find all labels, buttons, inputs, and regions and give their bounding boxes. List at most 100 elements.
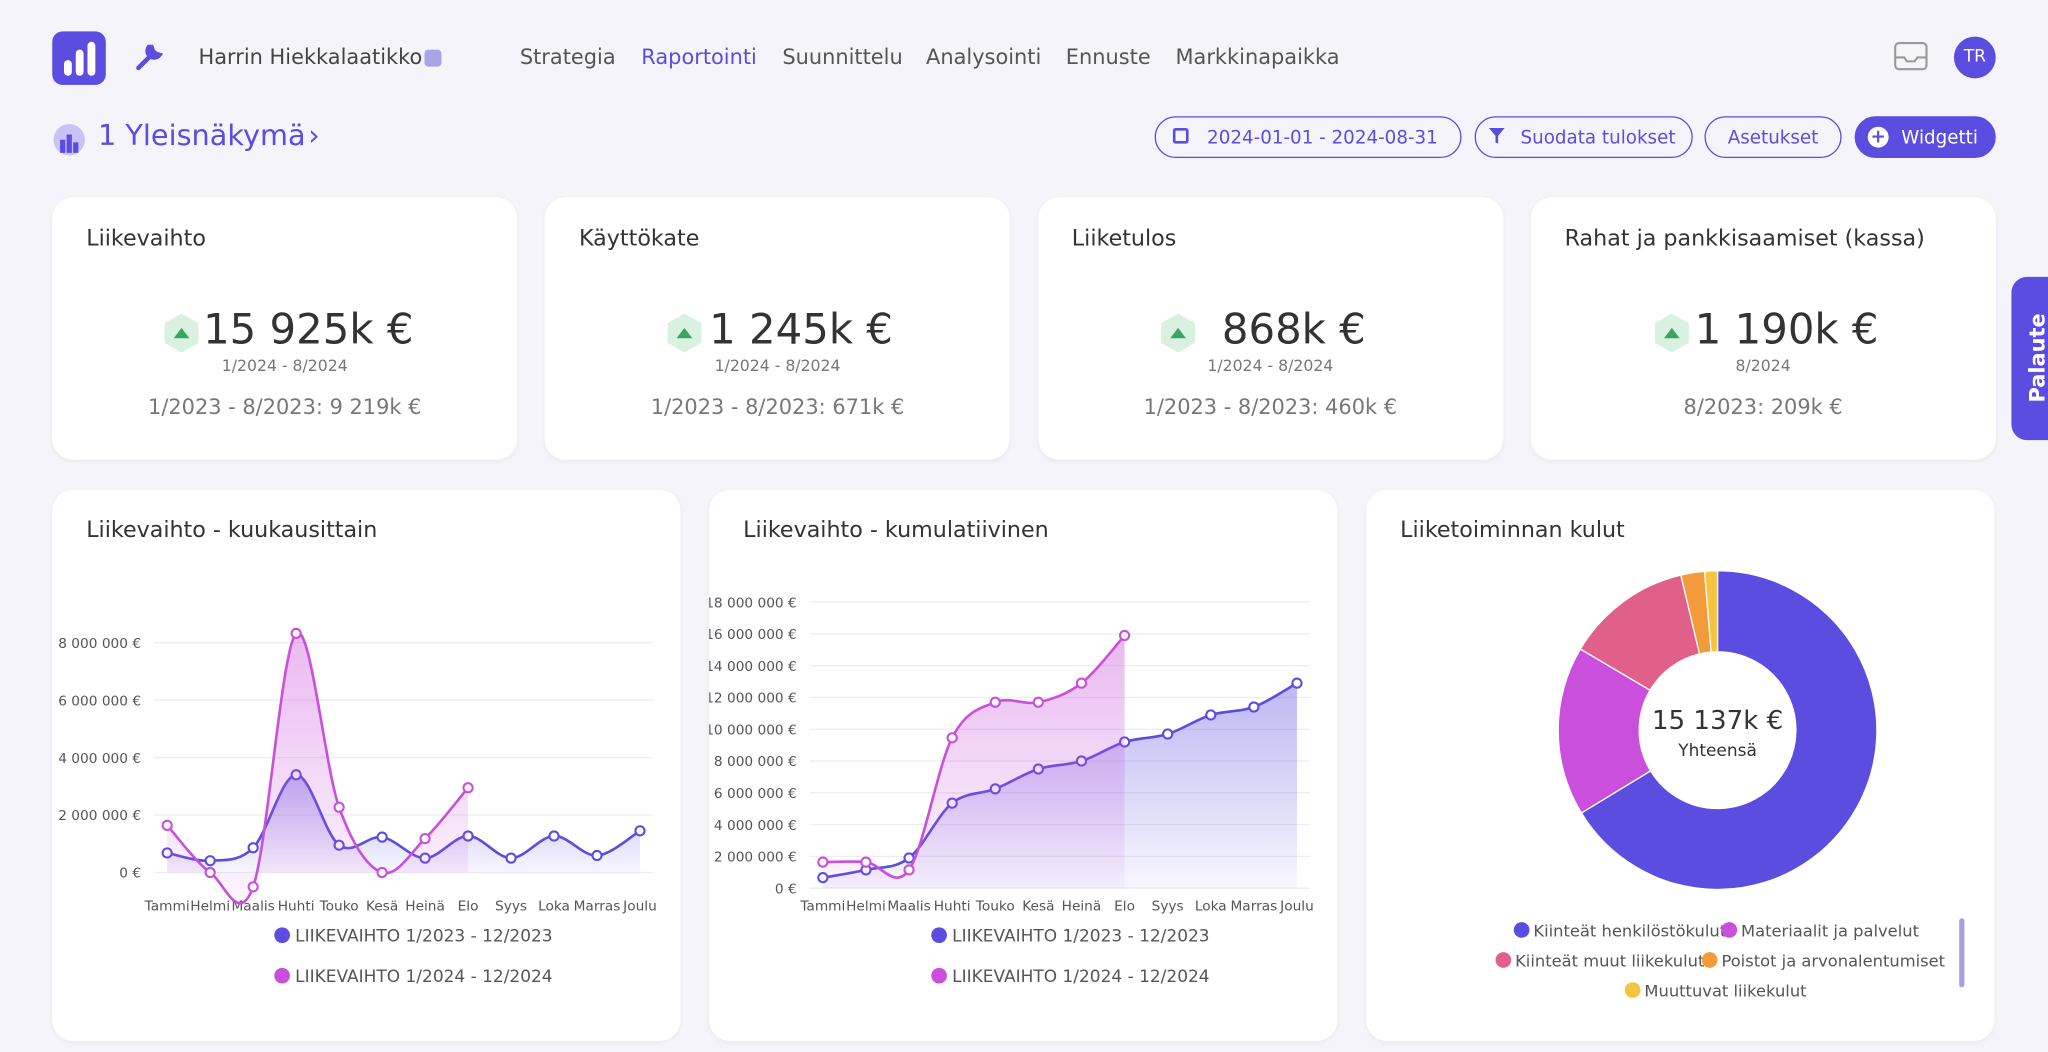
legend-scrollbar — [1959, 918, 1965, 988]
kpi-value: 1 245k € — [709, 304, 893, 354]
arrow — [1169, 327, 1186, 339]
y-tick-label: 14 000 000 € — [709, 659, 797, 675]
point — [1205, 709, 1217, 721]
legend-swatch — [274, 967, 290, 984]
legend-swatch — [931, 927, 947, 944]
nav-item[interactable]: Suunnittelu — [782, 44, 903, 70]
chart-card: Liikevaihto - kuukausittain 0 € 2 000 000 … — [52, 489, 681, 1041]
point — [161, 819, 173, 831]
point — [989, 696, 1001, 708]
legend-label: LIIKEVAIHTO 1/2023 - 12/2023 — [952, 927, 1209, 947]
chart: Liikevaihto - kuukausittain 0 € 2 000 000 … — [58, 517, 657, 987]
kpi-card: Liikevaihto 15 925k € 1/2024 - 8/2024 1/202… — [52, 197, 518, 460]
chart: Liiketoiminnan kulut 15 137k € Yhteensä Kii… — [1400, 517, 1965, 1001]
point — [462, 782, 474, 794]
trend-up-icon — [164, 313, 199, 353]
x-tick-label: Huhti — [934, 898, 971, 914]
legend-swatch — [1701, 952, 1718, 968]
x-tick-label: Elo — [1114, 898, 1135, 914]
y-tick-label: 8 000 000 € — [714, 754, 797, 770]
chart-title: Liikevaihto - kuukausittain — [86, 517, 377, 543]
point — [247, 881, 259, 893]
x-tick-label: Heinä — [405, 898, 445, 914]
nav-item[interactable]: Markkinapaikka — [1175, 44, 1340, 70]
kpi-title: Liikevaihto — [86, 225, 206, 253]
point — [376, 866, 388, 879]
kpi-card: Liiketulos 868k € 1/2024 - 8/2024 1/2023 - … — [1037, 197, 1503, 460]
x-tick-label: Loka — [1195, 898, 1227, 914]
nav-item[interactable]: Ennuste — [1065, 44, 1151, 70]
y-tick-label: 12 000 000 € — [709, 691, 797, 707]
kpi-comparison: 8/2023: 209k € — [1683, 394, 1843, 420]
legend-label: LIIKEVAIHTO 1/2024 - 12/2024 — [952, 967, 1209, 987]
kpi-value: 868k € — [1221, 304, 1366, 354]
x-tick-label: Marras — [574, 898, 621, 914]
legend-label: Kiinteät henkilöstökulut — [1533, 921, 1726, 940]
point — [946, 732, 958, 744]
kpi-value: 1 190k € — [1694, 304, 1879, 354]
org-dropdown[interactable] — [424, 49, 442, 67]
kpi-comparison: 1/2023 - 8/2023: 9 219k € — [148, 394, 422, 420]
x-tick-label: Elo — [458, 898, 479, 914]
page-title[interactable]: 1 Yleisnäkymä — [97, 120, 306, 153]
point — [204, 855, 216, 867]
nav-item[interactable]: Analysointi — [926, 44, 1042, 70]
center-label: Yhteensä — [1677, 741, 1757, 761]
avatar[interactable]: TR — [1953, 36, 1996, 79]
nav-item[interactable]: Raportointi — [641, 44, 757, 70]
chart-card: Liiketoiminnan kulut 15 137k € Yhteensä Kii… — [1366, 489, 1995, 1041]
point — [333, 801, 345, 813]
trend-up-icon — [1160, 313, 1195, 353]
tools-icon[interactable] — [133, 42, 164, 73]
kpi-title: Liiketulos — [1071, 225, 1177, 253]
chart: Liikevaihto - kumulatiivinen 0 € 2 000 000… — [705, 517, 1314, 987]
filter-button[interactable]: Suodata tulokset — [1474, 116, 1693, 159]
kpi-card: Rahat ja pankkisaamiset (kassa) 1 190k € 8… — [1530, 197, 1996, 460]
legend-label: LIIKEVAIHTO 1/2023 - 12/2023 — [295, 927, 552, 947]
kpi-period: 1/2024 - 8/2024 — [1207, 356, 1334, 375]
kpi-value: 15 925k € — [203, 304, 414, 354]
legend-swatch — [1513, 922, 1530, 938]
trend-up-icon — [667, 313, 702, 353]
point — [1118, 629, 1131, 642]
point — [903, 864, 915, 876]
x-tick-label: Touko — [975, 898, 1015, 914]
arrow — [173, 327, 190, 339]
date-range-button[interactable]: 2024-01-01 - 2024-08-31 — [1154, 116, 1462, 159]
kpi-period: 8/2024 — [1735, 356, 1791, 375]
x-tick-label: Joulu — [1279, 898, 1314, 914]
kpi-period: 1/2024 - 8/2024 — [714, 356, 841, 375]
point — [1075, 677, 1088, 689]
x-tick-label: Heinä — [1062, 898, 1102, 914]
kpi-comparison: 1/2023 - 8/2023: 460k € — [1143, 394, 1398, 420]
x-tick-label: Helmi — [190, 898, 230, 914]
inbox-icon[interactable] — [1894, 42, 1928, 71]
org-name[interactable]: Harrin Hiekkalaatikko — [198, 44, 423, 70]
settings-button[interactable]: Asetukset — [1704, 116, 1842, 159]
chart-title: Liikevaihto - kumulatiivinen — [743, 517, 1049, 543]
point — [1248, 701, 1260, 713]
y-tick-label: 6 000 000 € — [714, 786, 797, 802]
kpi-title: Käyttökate — [578, 225, 700, 253]
point — [1032, 696, 1044, 708]
chevron: › — [308, 120, 320, 153]
y-tick-label: 10 000 000 € — [709, 722, 797, 738]
y-tick-label: 6 000 000 € — [58, 693, 141, 709]
point — [247, 842, 259, 854]
y-tick-label: 0 € — [119, 866, 141, 882]
feedback-tab[interactable]: Palaute — [2011, 276, 2048, 441]
y-tick-label: 2 000 000 € — [58, 808, 141, 824]
logo[interactable] — [52, 31, 106, 85]
point — [419, 832, 431, 845]
point — [591, 849, 603, 862]
legend-label: Muuttuvat liikekulut — [1644, 982, 1806, 1001]
slice — [1580, 570, 1878, 891]
kpi-card: Käyttökate 1 245k € 1/2024 - 8/2024 1/2023 … — [545, 197, 1011, 460]
y-tick-label: 18 000 000 € — [709, 595, 797, 611]
point — [505, 852, 517, 864]
point — [290, 627, 302, 640]
nav-item[interactable]: Strategia — [519, 44, 616, 70]
legend-swatch — [274, 927, 290, 944]
